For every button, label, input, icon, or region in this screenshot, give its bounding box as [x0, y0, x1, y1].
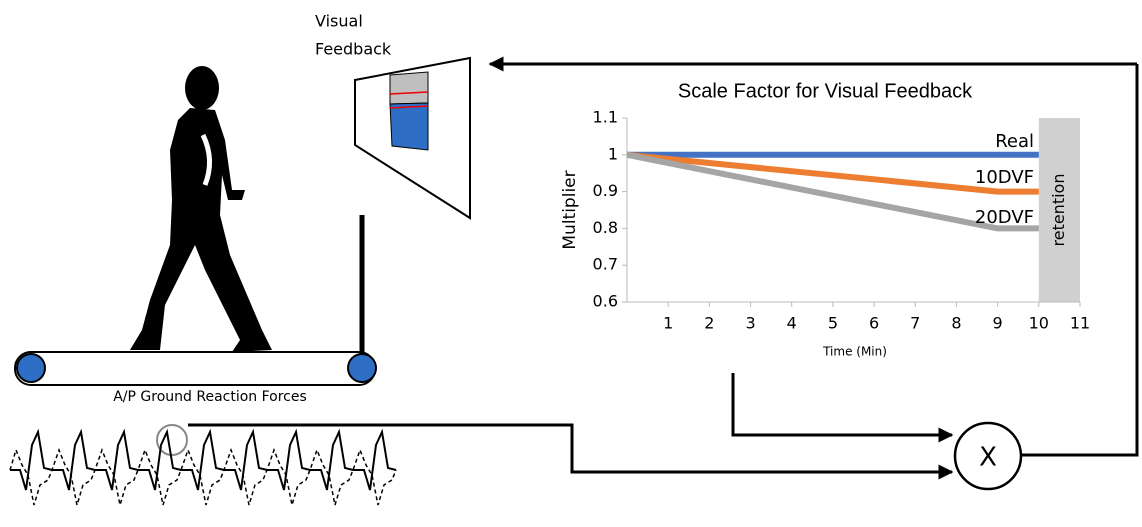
y-tick-label: 0.6: [593, 292, 618, 311]
arm-highlight: [200, 133, 212, 186]
feedback-label: Feedback: [315, 40, 392, 59]
x-tick-label: 10: [1029, 314, 1049, 333]
x-tick-label: 3: [745, 314, 755, 333]
target-line: [389, 91, 429, 95]
x-tick-label: 5: [828, 314, 838, 333]
x-tick-label: 11: [1070, 314, 1090, 333]
y-tick-label: 0.7: [593, 255, 618, 274]
series-label: 20DVF: [975, 207, 1034, 228]
series-line: [626, 151, 1039, 232]
connector: [1020, 64, 1139, 457]
x-axis-label: Time (Min): [822, 345, 887, 359]
wave-dashed: [9, 447, 397, 506]
x-tick-label: 1: [663, 314, 673, 333]
feedback-label: Visual: [315, 12, 363, 31]
walker: [130, 66, 272, 352]
treadmill-belt: [14, 351, 376, 386]
series-line: [626, 151, 1039, 195]
wave-solid: [10, 428, 397, 491]
x-tick-label: 8: [951, 314, 961, 333]
x-tick-label: 7: [910, 314, 920, 333]
connector: [188, 423, 954, 480]
y-axis-label: Multiplier: [560, 170, 580, 249]
highlight-circle: [156, 424, 188, 456]
roller: [347, 353, 377, 383]
x-tick-label: 9: [993, 314, 1003, 333]
chart-title: Scale Factor for Visual Feedback: [678, 80, 973, 102]
target-line: [389, 105, 429, 109]
retention-region: [1038, 118, 1080, 302]
multiplier-node: [953, 421, 1023, 491]
region-label: retention: [1049, 174, 1068, 247]
series-label: 10DVF: [975, 167, 1034, 188]
roller: [16, 353, 46, 383]
y-tick-label: 1.1: [593, 108, 618, 127]
x-tick-label: 4: [787, 314, 797, 333]
y-tick-label: 1: [608, 144, 618, 163]
y-tick-label: 0.8: [593, 218, 618, 237]
feedback-bar: [389, 71, 429, 105]
multiplier-label: X: [979, 443, 997, 473]
connector: [731, 373, 954, 443]
forces-label: A/P Ground Reaction Forces: [113, 389, 307, 405]
force-waveform: [9, 428, 397, 506]
series-label: Real: [995, 131, 1034, 152]
feedback-bar: [389, 102, 429, 151]
x-tick-label: 2: [704, 314, 714, 333]
x-tick-label: 6: [869, 314, 879, 333]
y-tick-label: 0.9: [593, 181, 618, 200]
